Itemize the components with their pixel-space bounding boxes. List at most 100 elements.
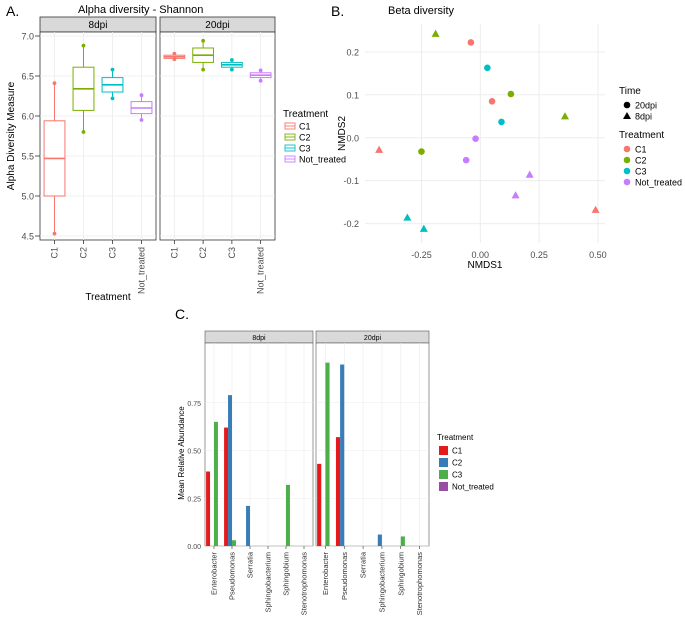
- beta-point-c3-8dpi: [419, 224, 428, 232]
- alpha-title: Alpha diversity - Shannon: [78, 4, 203, 16]
- abundance-xtick-label: Stenotrophomonas: [300, 552, 309, 616]
- abundance-legend-title: Treatment: [437, 433, 474, 442]
- alpha-legend-label-c1: C1: [299, 122, 311, 132]
- beta-point-c3-20dpi: [498, 118, 505, 126]
- alpha-xtick-label: Not_treated: [256, 247, 266, 294]
- beta-legend-time-title: Time: [619, 86, 641, 97]
- alpha-ytick-label: 4.5: [21, 232, 34, 242]
- beta-point-not-treated-20dpi: [462, 156, 470, 164]
- abundance-facet-label: 20dpi: [364, 335, 382, 342]
- abundance-xtick-label: Pseudomonas: [228, 552, 237, 600]
- abundance-legend-key-c2: [439, 458, 448, 467]
- box-point: [172, 57, 177, 62]
- beta-plot-area: [365, 24, 605, 243]
- abundance-xtick-label: Stenotrophomonas: [415, 552, 424, 616]
- beta-legend-key-c1: [623, 145, 631, 153]
- abundance-legend-key-c1: [439, 446, 448, 455]
- beta-legend-key-8dpi: [623, 112, 631, 119]
- bar-pseudomonas-c2-20dpi: [340, 364, 345, 546]
- beta-xtick-label: 0.00: [472, 250, 490, 260]
- beta-legend-time-label-8dpi: 8dpi: [635, 112, 652, 122]
- box-point: [229, 58, 234, 62]
- alpha-facet-label: 8dpi: [89, 20, 108, 31]
- box-point: [201, 67, 206, 72]
- alpha-ytick-label: 5.0: [21, 192, 34, 202]
- beta-point-c2-8dpi: [561, 112, 569, 120]
- abundance-legend-label-c2: C2: [452, 459, 463, 468]
- box-point: [110, 96, 115, 101]
- abundance-xtick-label: Serratia: [359, 551, 368, 578]
- beta-legend-treatment-label-not-treated: Not_treated: [635, 178, 682, 188]
- abundance-legend-label-c3: C3: [452, 471, 463, 480]
- beta-ytick-label: 0.1: [346, 90, 359, 100]
- abundance-xtick-label: Pseudomonas: [340, 552, 349, 600]
- beta-point-c3-20dpi: [484, 64, 491, 72]
- beta-legend-key-c3: [623, 167, 631, 175]
- alpha-xtick-label: C1: [50, 247, 60, 259]
- alpha-ytick-label: 6.0: [21, 112, 34, 122]
- box-point: [229, 67, 234, 72]
- bar-pseudomonas-c3-8dpi: [232, 540, 236, 546]
- beta-legend-treatment-label-c2: C2: [635, 156, 647, 166]
- box-point: [258, 78, 263, 83]
- abundance-ytick-label: 0.25: [187, 496, 201, 503]
- bar-sphingobium-c3-20dpi: [400, 536, 405, 546]
- box-point: [110, 67, 115, 72]
- beta-point-c1-8dpi: [375, 145, 384, 153]
- beta-legend-key-c2: [623, 156, 631, 164]
- abundance-legend-key-not-treated: [439, 482, 448, 491]
- bar-pseudomonas-c1-20dpi: [335, 437, 341, 546]
- beta-xtick-label: 0.25: [530, 250, 548, 260]
- abundance-legend-label-not-treated: Not_treated: [452, 483, 494, 492]
- abundance-panel-frame: [315, 342, 430, 547]
- beta-xtick-label: -0.25: [411, 250, 432, 260]
- beta-point-c1-20dpi: [467, 39, 475, 46]
- beta-diversity-chart: Beta diversity 0.2 0.1 0.0 -0.1 -0.2 -0.25 0.00…: [337, 5, 682, 271]
- beta-legend-treatment-label-c1: C1: [635, 145, 647, 155]
- bar-enterobacter-c3-8dpi: [214, 421, 218, 546]
- beta-ylabel: NMDS2: [337, 116, 348, 151]
- alpha-xtick-label: C1: [169, 247, 179, 259]
- abundance-panel-frame: [204, 342, 314, 547]
- abundance-xtick-label: Enterobacter: [321, 552, 330, 595]
- abundance-ytick-label: 0.50: [187, 449, 201, 456]
- panel-label-a: A.: [6, 3, 19, 19]
- abundance-xtick-label: Sphingobium: [396, 552, 405, 596]
- abundance-legend-key-c3: [439, 470, 448, 479]
- alpha-xtick-label: C3: [227, 247, 237, 259]
- abundance-facet-label: 8dpi: [252, 335, 266, 342]
- beta-legend-key-20dpi: [623, 101, 631, 109]
- bar-enterobacter-c1-8dpi: [206, 471, 211, 546]
- beta-point-not-treated-20dpi: [472, 135, 479, 142]
- alpha-ytick-label: 5.5: [21, 152, 34, 162]
- box-point: [52, 231, 57, 236]
- beta-ytick-label: 0.0: [346, 133, 359, 143]
- abundance-ytick-label: 0.00: [187, 544, 201, 551]
- abundance-xtick-label: Enterobacter: [210, 552, 219, 595]
- alpha-diversity-chart: Alpha diversity - Shannon 4.5 5.0 5.5 6.0 6.5…: [6, 4, 346, 303]
- alpha-legend-label-c3: C3: [299, 144, 311, 154]
- alpha-ytick-label: 7.0: [21, 32, 34, 42]
- box-point: [201, 38, 206, 43]
- bar-enterobacter-c3-20dpi: [325, 362, 330, 546]
- beta-legend-treatment-title: Treatment: [619, 130, 664, 141]
- alpha-xtick-label: Not_treated: [137, 247, 147, 294]
- alpha-legend-label-not-treated: Not_treated: [299, 155, 346, 165]
- beta-point-c1-20dpi: [488, 97, 496, 105]
- beta-legend-time-label-20dpi: 20dpi: [635, 101, 657, 111]
- abundance-xtick-label: Serratia: [246, 551, 255, 578]
- beta-point-c1-8dpi: [591, 205, 600, 213]
- beta-point-c2-8dpi: [431, 29, 440, 37]
- abundance-ytick-label: 0.75: [187, 401, 201, 408]
- alpha-ytick-label: 6.5: [21, 72, 34, 82]
- beta-point-not-treated-8dpi: [525, 170, 534, 178]
- bar-enterobacter-c1-20dpi: [317, 463, 322, 546]
- alpha-facet-label: 20dpi: [205, 20, 229, 31]
- beta-xlabel: NMDS1: [467, 260, 502, 271]
- box-point: [139, 93, 144, 98]
- bar-serratia-c2-8dpi: [246, 505, 250, 546]
- alpha-legend-label-c2: C2: [299, 133, 311, 143]
- bar-pseudomonas-c1-8dpi: [224, 427, 229, 546]
